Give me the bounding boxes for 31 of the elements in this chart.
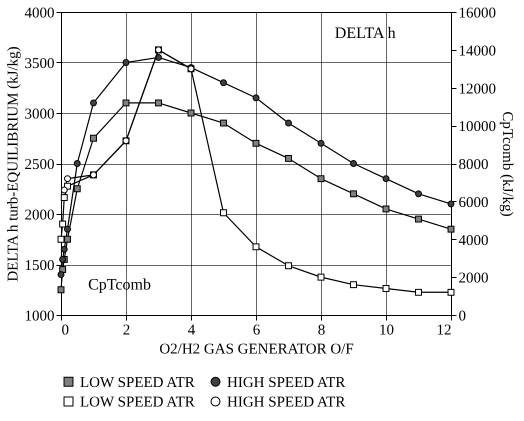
y2-tick-label: 12000 <box>458 81 496 98</box>
y-tick-label: 1000 <box>24 308 54 324</box>
y-tick-label: 3000 <box>24 106 54 122</box>
y2-axis-title: CpTcomb (kJ/kg) <box>499 111 515 217</box>
x-tick-label: 0 <box>62 322 69 338</box>
y-tick-label: 3500 <box>24 56 54 72</box>
annotation: DELTA h <box>334 25 396 42</box>
y2-tick-label: 4000 <box>458 232 488 249</box>
y-tick-label: 1500 <box>24 258 54 274</box>
legend-label: HIGH SPEED ATR <box>227 394 346 410</box>
y2-tick-label: 14000 <box>458 43 496 60</box>
y2-tick-label: 8000 <box>458 157 488 173</box>
y2-tick-label: 6000 <box>458 194 488 211</box>
legend-label: LOW SPEED ATR <box>80 394 195 410</box>
y2-tick-label: 16000 <box>458 6 496 22</box>
x-tick-label: 6 <box>252 322 261 338</box>
x-tick-label: 10 <box>379 322 394 338</box>
legend-label: HIGH SPEED ATR <box>227 374 346 391</box>
y-tick-label: 2500 <box>24 157 54 173</box>
y-tick-label: 2000 <box>24 208 54 224</box>
y2-tick-label: 2000 <box>458 270 488 287</box>
x-tick-label: 8 <box>318 322 326 338</box>
y2-tick-label: 10000 <box>458 119 496 136</box>
y-axis-title: DELTA h turb-EQUILIBRIUM (kJ/kg) <box>6 46 22 282</box>
x-axis-title: O2/H2 GAS GENERATOR O/F <box>159 342 354 358</box>
x-tick-label: 2 <box>122 322 130 338</box>
y2-tick-label: 0 <box>458 308 466 324</box>
x-tick-label: 4 <box>188 322 196 338</box>
x-tick-label: 12 <box>436 322 452 338</box>
y-tick-label: 4000 <box>24 6 54 22</box>
legend-label: LOW SPEED ATR <box>80 374 195 391</box>
